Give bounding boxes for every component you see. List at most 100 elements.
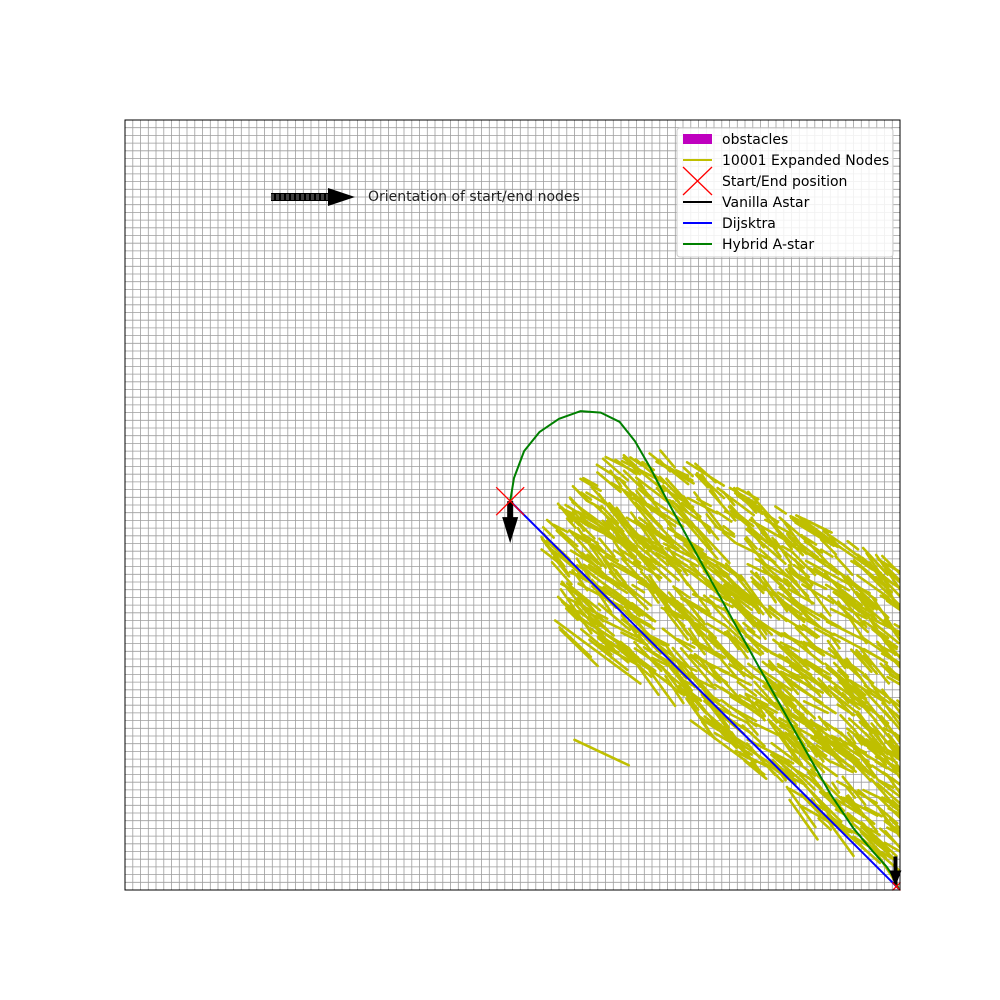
expanded-node-segment	[849, 679, 884, 702]
expanded-node-segment	[609, 562, 660, 592]
expanded-node-segment	[819, 612, 834, 626]
expanded-node-segment	[883, 841, 900, 853]
expanded-node-segment	[666, 526, 704, 552]
expanded-node-segment	[726, 704, 758, 723]
expanded-node-segment	[746, 628, 762, 640]
expanded-node-segment	[780, 544, 795, 554]
expanded-node-segment	[748, 595, 765, 616]
expanded-node-segment	[721, 531, 737, 544]
expanded-node-segment	[738, 638, 762, 657]
expanded-node-segment	[800, 533, 833, 569]
expanded-node-segment	[628, 624, 670, 647]
expanded-node-segment	[625, 601, 641, 618]
end-orientation-arrow	[889, 856, 902, 887]
expanded-node-segment	[882, 665, 900, 678]
expanded-node-segment	[672, 565, 700, 599]
expanded-node-segment	[634, 476, 670, 504]
expanded-node-segment	[846, 794, 879, 833]
expanded-node-segment	[637, 516, 675, 545]
expanded-node-segment	[559, 628, 600, 668]
expanded-node-segment	[871, 611, 892, 629]
expanded-node-segment	[579, 627, 613, 656]
expanded-node-segment	[655, 486, 694, 529]
expanded-node-segment	[637, 480, 654, 502]
expanded-node-segment	[685, 697, 710, 730]
expanded-node-segment	[753, 680, 778, 709]
expanded-node-segment	[885, 599, 900, 612]
expanded-node-segment	[832, 661, 850, 679]
expanded-node-segment	[690, 520, 714, 551]
expanded-node-segment	[665, 477, 693, 509]
expanded-node-segment	[769, 753, 804, 783]
expanded-node-segment	[857, 761, 873, 776]
expanded-node-segment	[847, 615, 863, 627]
expanded-node-segment	[679, 661, 702, 689]
expanded-node-segment	[876, 571, 900, 599]
expanded-node-segment	[867, 746, 900, 774]
expanded-node-segment	[771, 758, 797, 783]
expanded-node-segment	[878, 827, 897, 844]
expanded-node-segment	[862, 647, 889, 665]
expanded-node-segment	[633, 628, 666, 647]
expanded-node-segment	[889, 751, 900, 762]
expanded-node-segment	[778, 644, 803, 669]
expanded-node-segment	[890, 776, 900, 787]
plot-frame	[124, 119, 901, 891]
expanded-node-segment	[861, 566, 900, 606]
expanded-node-segment	[788, 798, 819, 841]
expanded-node-segment	[794, 626, 826, 657]
expanded-node-segment	[690, 671, 715, 705]
expanded-node-segment	[620, 613, 644, 645]
expanded-node-segment	[596, 590, 613, 614]
expanded-node-segment	[636, 543, 681, 582]
expanded-node-segment	[715, 510, 733, 523]
expanded-node-segment	[883, 618, 895, 631]
legend-label: Vanilla Astar	[722, 195, 810, 211]
expanded-node-segment	[683, 520, 719, 561]
expanded-node-segment	[857, 788, 899, 825]
expanded-node-segment	[864, 835, 888, 860]
expanded-node-segment	[838, 737, 850, 750]
expanded-node-segment	[855, 712, 869, 728]
expanded-node-segment	[576, 597, 597, 626]
expanded-node-segment	[657, 663, 671, 676]
expanded-node-segment	[733, 541, 776, 564]
expanded-node-segment	[707, 634, 746, 678]
expanded-node-segment	[668, 498, 712, 529]
expanded-node-segment	[858, 645, 891, 685]
expanded-node-segment	[881, 688, 900, 715]
expanded-node-segment	[632, 464, 646, 476]
expanded-node-segment	[879, 850, 896, 861]
expanded-node-segment	[826, 639, 849, 669]
expanded-node-segment	[781, 756, 817, 791]
expanded-node-segment	[700, 693, 734, 737]
expanded-node-segment	[846, 811, 862, 825]
expanded-node-segment	[683, 689, 695, 703]
expanded-node-segment	[835, 743, 872, 781]
expanded-node-segment	[575, 563, 595, 577]
expanded-node-segment	[652, 500, 687, 524]
expanded-node-segment	[707, 692, 721, 703]
expanded-node-segment	[664, 608, 690, 642]
expanded-node-segment	[617, 547, 642, 565]
expanded-node-segment	[852, 836, 867, 852]
expanded-node-segment	[822, 530, 847, 548]
expanded-node-segment	[772, 652, 813, 677]
expanded-node-segment	[693, 491, 725, 533]
expanded-node-segment	[679, 677, 695, 687]
expanded-node-segment	[596, 471, 622, 494]
expanded-node-segment	[588, 638, 629, 672]
expanded-node-segment	[648, 669, 677, 708]
expanded-node-segment	[676, 637, 696, 649]
expanded-node-segment	[549, 548, 566, 568]
expanded-node-segment	[571, 484, 590, 503]
expanded-node-segment	[777, 682, 817, 720]
expanded-node-segment	[806, 524, 822, 537]
expanded-node-segment	[654, 551, 699, 578]
expanded-node-segment	[571, 509, 583, 522]
series-hybrid-a-star	[509, 410, 900, 889]
expanded-nodes	[540, 449, 900, 884]
expanded-node-segment	[616, 643, 646, 666]
expanded-node-segment	[819, 548, 834, 558]
expanded-node-segment	[799, 793, 823, 817]
